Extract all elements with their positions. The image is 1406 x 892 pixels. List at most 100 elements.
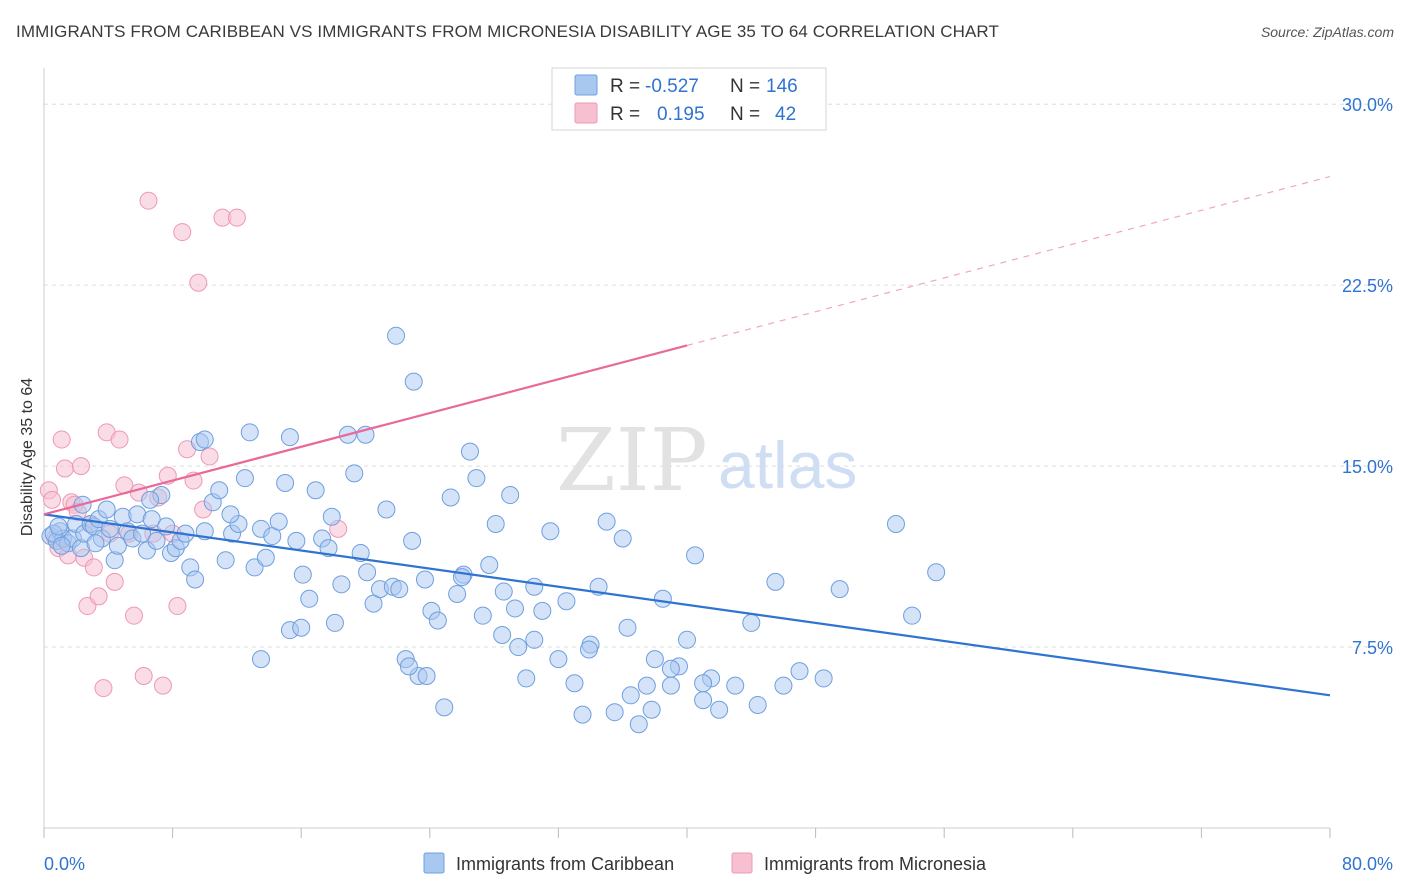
data-point-caribbean: [525, 630, 544, 649]
data-point-caribbean: [142, 510, 161, 529]
legend-swatch-caribbean-bottom: [423, 852, 445, 874]
data-point-caribbean: [86, 534, 105, 553]
data-point-caribbean: [927, 563, 946, 582]
data-point-caribbean: [358, 563, 377, 582]
legend-box: [551, 67, 827, 131]
data-point-micronesia: [189, 273, 208, 292]
data-point-micronesia: [94, 679, 113, 698]
data-point-caribbean: [621, 686, 640, 705]
data-point-caribbean: [52, 536, 71, 555]
data-point-caribbean: [319, 539, 338, 558]
axes: [43, 68, 1331, 838]
data-point-caribbean: [774, 676, 793, 695]
legend-swatch-caribbean: [574, 74, 598, 96]
watermark: ZIP atlas: [556, 411, 857, 511]
data-point-caribbean: [221, 505, 240, 524]
y-tick-label: 22.5%: [1342, 276, 1393, 296]
trend-line-caribbean: [43, 513, 1331, 697]
trend-lines: [43, 175, 1331, 697]
x-tick-labels: 0.0% 80.0%: [44, 854, 1393, 874]
legend-r-label-micronesia: R =: [610, 104, 640, 125]
data-point-micronesia: [173, 223, 192, 242]
data-point-caribbean: [452, 568, 471, 587]
data-point-caribbean: [399, 657, 418, 676]
data-point-caribbean: [505, 599, 524, 618]
data-point-caribbean: [605, 703, 624, 722]
data-point-caribbean: [147, 531, 166, 550]
data-point-caribbean: [645, 650, 664, 669]
data-point-caribbean: [597, 512, 616, 531]
data-point-micronesia: [139, 191, 158, 210]
series-caribbean-points: [41, 326, 946, 734]
legend-swatch-micronesia: [574, 102, 598, 124]
data-point-caribbean: [830, 580, 849, 599]
data-point-caribbean: [448, 584, 467, 603]
data-point-caribbean: [377, 500, 396, 519]
data-point-caribbean: [390, 580, 409, 599]
data-point-caribbean: [557, 592, 576, 611]
data-point-caribbean: [269, 512, 288, 531]
data-point-caribbean: [287, 531, 306, 550]
data-point-caribbean: [618, 618, 637, 637]
data-point-caribbean: [790, 662, 809, 681]
data-point-caribbean: [661, 676, 680, 695]
chart-title: IMMIGRANTS FROM CARIBBEAN VS IMMIGRANTS …: [16, 22, 999, 41]
data-point-caribbean: [435, 698, 454, 717]
data-point-caribbean: [240, 423, 259, 442]
data-point-caribbean: [814, 669, 833, 688]
data-point-caribbean: [642, 700, 661, 719]
data-point-caribbean: [403, 531, 422, 550]
data-point-caribbean: [494, 582, 513, 601]
data-point-caribbean: [525, 577, 544, 596]
data-point-caribbean: [108, 536, 127, 555]
data-point-caribbean: [541, 522, 560, 541]
data-point-caribbean: [322, 507, 341, 526]
data-point-caribbean: [186, 570, 205, 589]
data-point-caribbean: [216, 551, 235, 570]
data-point-caribbean: [325, 613, 344, 632]
data-point-micronesia: [52, 430, 71, 449]
data-point-caribbean: [903, 606, 922, 625]
data-point-caribbean: [415, 570, 434, 589]
legend-r-value-caribbean: -0.527: [645, 76, 699, 97]
data-point-caribbean: [141, 490, 160, 509]
data-point-caribbean: [565, 674, 584, 693]
legend-n-value-caribbean: 146: [766, 76, 798, 97]
data-point-caribbean: [493, 625, 512, 644]
data-point-caribbean: [252, 650, 271, 669]
data-point-caribbean: [345, 464, 364, 483]
data-point-micronesia: [43, 490, 62, 509]
data-point-caribbean: [653, 589, 672, 608]
data-point-micronesia: [89, 587, 108, 606]
series-legend: Immigrants from Caribbean Immigrants fro…: [423, 852, 987, 874]
trend-line-micronesia-extension: [686, 175, 1331, 347]
gridlines: [44, 103, 1390, 648]
source-label: Source: ZipAtlas.com: [1260, 24, 1394, 40]
data-point-micronesia: [84, 558, 103, 577]
data-point-caribbean: [332, 575, 351, 594]
data-point-caribbean: [280, 428, 299, 447]
y-tick-label: 30.0%: [1342, 95, 1393, 115]
x-tick-label: 0.0%: [44, 854, 85, 874]
data-point-micronesia: [168, 597, 187, 616]
data-point-caribbean: [235, 469, 254, 488]
data-point-micronesia: [105, 572, 124, 591]
y-tick-label: 15.0%: [1342, 457, 1393, 477]
data-point-caribbean: [549, 650, 568, 669]
data-point-caribbean: [710, 700, 729, 719]
data-point-caribbean: [694, 674, 713, 693]
data-point-micronesia: [55, 459, 74, 478]
data-point-caribbean: [441, 488, 460, 507]
data-point-caribbean: [661, 659, 680, 678]
data-point-caribbean: [404, 372, 423, 391]
trend-line-micronesia: [43, 344, 688, 516]
data-point-caribbean: [473, 606, 492, 625]
data-point-micronesia: [125, 606, 144, 625]
data-point-micronesia: [134, 667, 153, 685]
data-point-caribbean: [480, 556, 499, 575]
data-point-caribbean: [293, 565, 312, 584]
data-point-caribbean: [97, 500, 116, 519]
legend-n-label-micronesia: N =: [730, 104, 760, 125]
data-point-caribbean: [613, 529, 632, 548]
